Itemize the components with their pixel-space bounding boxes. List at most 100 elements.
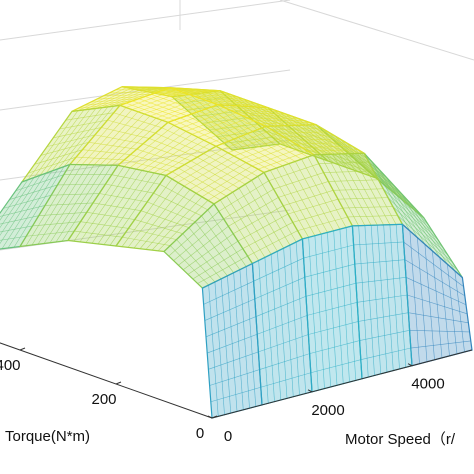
mesh-line	[294, 161, 334, 231]
mesh-line	[301, 159, 341, 230]
mesh-line	[354, 259, 405, 265]
mesh-line	[45, 108, 97, 174]
mesh-line	[81, 109, 133, 165]
mesh-line	[195, 93, 257, 148]
mesh-line	[173, 107, 225, 126]
mesh-line	[401, 193, 441, 258]
mesh-line	[65, 112, 114, 121]
mesh-line	[147, 201, 196, 223]
mesh-line	[161, 127, 210, 151]
mesh-line	[244, 184, 284, 249]
mesh-line	[85, 168, 137, 243]
mesh-line	[289, 138, 341, 141]
mesh-line	[339, 229, 350, 383]
mesh-line	[228, 197, 279, 227]
mesh-line	[113, 112, 162, 129]
mesh-line	[216, 130, 266, 137]
mesh-line	[395, 224, 407, 368]
mesh-line	[304, 263, 355, 278]
mesh-line	[203, 280, 254, 305]
mesh-line	[253, 257, 304, 282]
mesh-line	[37, 164, 89, 245]
mesh-line	[355, 277, 407, 284]
y-axis	[211, 349, 473, 419]
mesh-line	[201, 215, 241, 270]
mesh-line	[344, 153, 384, 226]
mesh-line	[403, 241, 464, 287]
mesh-line	[277, 131, 329, 134]
mesh-line	[83, 86, 135, 111]
mesh-line	[229, 109, 281, 113]
mesh-line	[77, 86, 129, 111]
mesh-line	[129, 128, 181, 169]
mesh-line	[323, 170, 374, 173]
y-tick-label: 0	[224, 428, 232, 445]
mesh-line	[405, 277, 467, 306]
mesh-line	[278, 181, 329, 198]
mesh-line	[207, 209, 247, 267]
x-tick	[211, 415, 218, 419]
y-tick-label: 4000	[411, 376, 444, 393]
mesh-line	[139, 189, 191, 249]
mesh-line	[204, 298, 255, 321]
mesh-line	[143, 95, 195, 115]
mesh-line	[177, 152, 229, 183]
mesh-line	[273, 172, 324, 190]
mesh-line	[309, 124, 358, 154]
mesh-line	[251, 180, 291, 246]
x-tick-label: 400	[0, 357, 21, 374]
mesh-line	[0, 173, 47, 244]
mesh-line	[93, 113, 145, 166]
mesh-line	[99, 193, 148, 203]
mesh-line	[261, 107, 310, 126]
box-line	[279, 0, 474, 61]
mesh-line	[141, 134, 193, 171]
mesh-line	[145, 86, 197, 94]
mesh-line	[407, 294, 468, 315]
mesh-line	[227, 133, 279, 154]
mesh-line	[283, 190, 334, 206]
mesh-line	[357, 294, 408, 303]
mesh-line	[218, 180, 269, 212]
mesh-line	[109, 91, 158, 94]
mesh-line	[255, 106, 304, 126]
mesh-line	[382, 188, 444, 249]
mesh-line	[187, 93, 239, 98]
mesh-line	[221, 129, 273, 150]
mesh-line	[87, 111, 139, 165]
mesh-line	[175, 89, 227, 94]
mesh-line	[195, 221, 234, 273]
mesh-line	[408, 201, 448, 265]
mesh-line	[454, 270, 465, 352]
mesh-line	[139, 86, 191, 95]
mesh-line	[43, 164, 95, 244]
mesh-line	[137, 93, 189, 113]
y-tick	[207, 415, 213, 419]
mesh-line	[15, 174, 64, 192]
mesh-line	[0, 175, 41, 236]
mesh-line	[233, 205, 284, 234]
mesh-line	[241, 115, 293, 117]
mesh-line	[328, 179, 379, 182]
mesh-line	[199, 111, 248, 135]
mesh-line	[157, 91, 206, 110]
mesh-line	[351, 153, 391, 225]
mesh-line	[368, 161, 430, 226]
mesh-line	[373, 170, 434, 234]
mesh-line	[249, 106, 298, 126]
mesh-line	[307, 302, 358, 316]
x-axis	[0, 342, 213, 419]
mesh-line	[197, 156, 246, 185]
mesh-line	[131, 91, 183, 110]
mesh-line	[171, 149, 223, 180]
mesh-line	[223, 188, 274, 220]
mesh-line	[183, 155, 235, 187]
mesh-line	[272, 137, 321, 155]
mesh-line	[0, 177, 35, 229]
mesh-line	[75, 107, 127, 165]
mesh-line	[181, 91, 233, 96]
mesh-line	[257, 176, 297, 243]
mesh-line	[135, 131, 187, 170]
x-tick	[115, 381, 122, 385]
mesh-line	[209, 149, 258, 177]
